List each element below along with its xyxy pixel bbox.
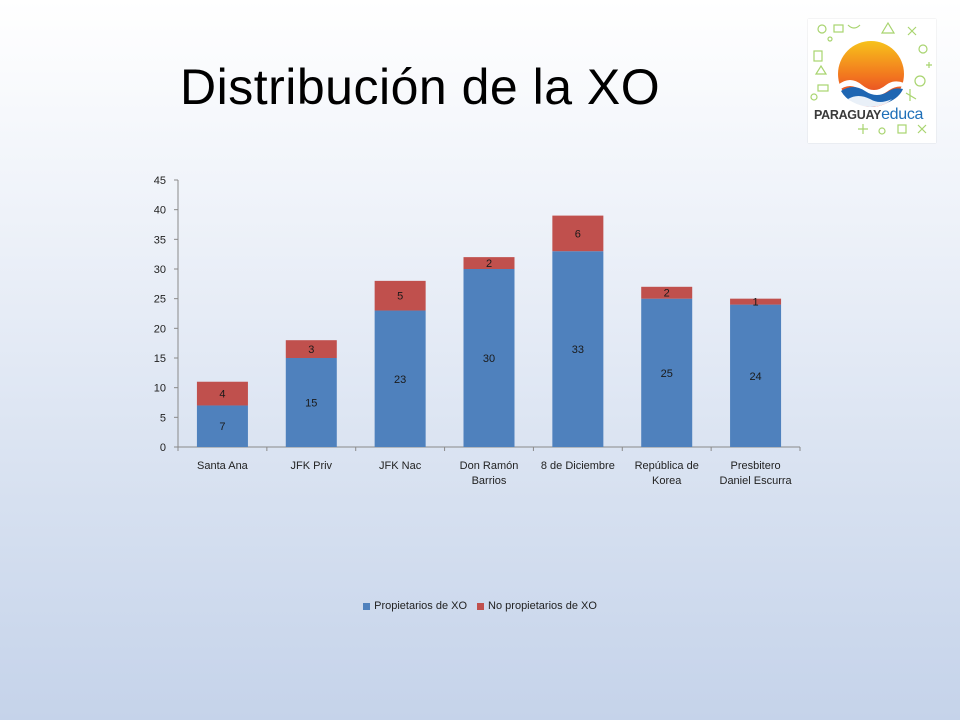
category-label: Don Ramón [460, 460, 519, 472]
data-label: 3 [308, 344, 314, 356]
chart-legend: Propietarios de XO No propietarios de XO [0, 600, 960, 613]
category-label: Daniel Escurra [720, 475, 793, 487]
data-label: 30 [483, 353, 495, 365]
y-tick-label: 25 [154, 294, 166, 306]
logo-graphic-icon [810, 21, 932, 135]
y-tick-label: 20 [154, 323, 166, 335]
data-label: 1 [753, 297, 759, 309]
legend-label: No propietarios de XO [488, 600, 597, 612]
category-label: Barrios [472, 475, 507, 487]
category-label: Korea [652, 475, 682, 487]
data-label: 33 [572, 344, 584, 356]
category-label: Presbitero [731, 460, 781, 472]
bar-segment [285, 340, 337, 358]
bar-segment [196, 381, 248, 406]
slide-title: Distribución de la XO [180, 59, 661, 115]
category-label: Santa Ana [197, 460, 249, 472]
y-tick-label: 15 [154, 353, 166, 365]
legend-item: No propietarios de XO [477, 600, 597, 612]
category-label: 8 de Diciembre [541, 460, 615, 472]
legend-label: Propietarios de XO [374, 600, 468, 612]
data-label: 25 [661, 368, 673, 380]
bar-segment [285, 358, 337, 447]
bar-segment [196, 405, 248, 447]
data-label: 6 [575, 228, 581, 240]
category-label: República de [635, 460, 699, 472]
data-label: 15 [305, 398, 317, 410]
paraguay-educa-logo: PARAGUAYeduca [808, 19, 936, 143]
y-tick-label: 30 [154, 264, 166, 276]
bar-segment [641, 298, 693, 447]
legend-swatch [363, 602, 371, 610]
category-label: JFK Nac [379, 460, 422, 472]
y-tick-label: 10 [154, 383, 166, 395]
category-label: JFK Priv [291, 460, 333, 472]
y-tick-label: 0 [160, 442, 166, 454]
data-label: 4 [219, 389, 225, 401]
legend-item: Propietarios de XO [363, 600, 467, 612]
bar-segment [730, 298, 782, 305]
y-tick-label: 5 [160, 412, 166, 424]
bar-segment [374, 310, 426, 447]
bar-segment [463, 257, 515, 269]
data-label: 5 [397, 291, 403, 303]
bar-segment [730, 304, 782, 447]
data-label: 24 [749, 371, 761, 383]
y-tick-label: 45 [154, 175, 166, 187]
bar-segment [552, 215, 604, 252]
data-label: 2 [486, 258, 492, 270]
data-label: 7 [219, 421, 225, 433]
data-label: 2 [664, 288, 670, 300]
y-tick-label: 35 [154, 234, 166, 246]
bar-segment [374, 280, 426, 311]
y-tick-label: 40 [154, 205, 166, 217]
legend-swatch [477, 602, 485, 610]
bar-segment [463, 269, 515, 447]
logo-text: PARAGUAYeduca [814, 106, 924, 123]
bar-segment [552, 251, 604, 447]
data-label: 23 [394, 374, 406, 386]
bar-segment [641, 286, 693, 299]
